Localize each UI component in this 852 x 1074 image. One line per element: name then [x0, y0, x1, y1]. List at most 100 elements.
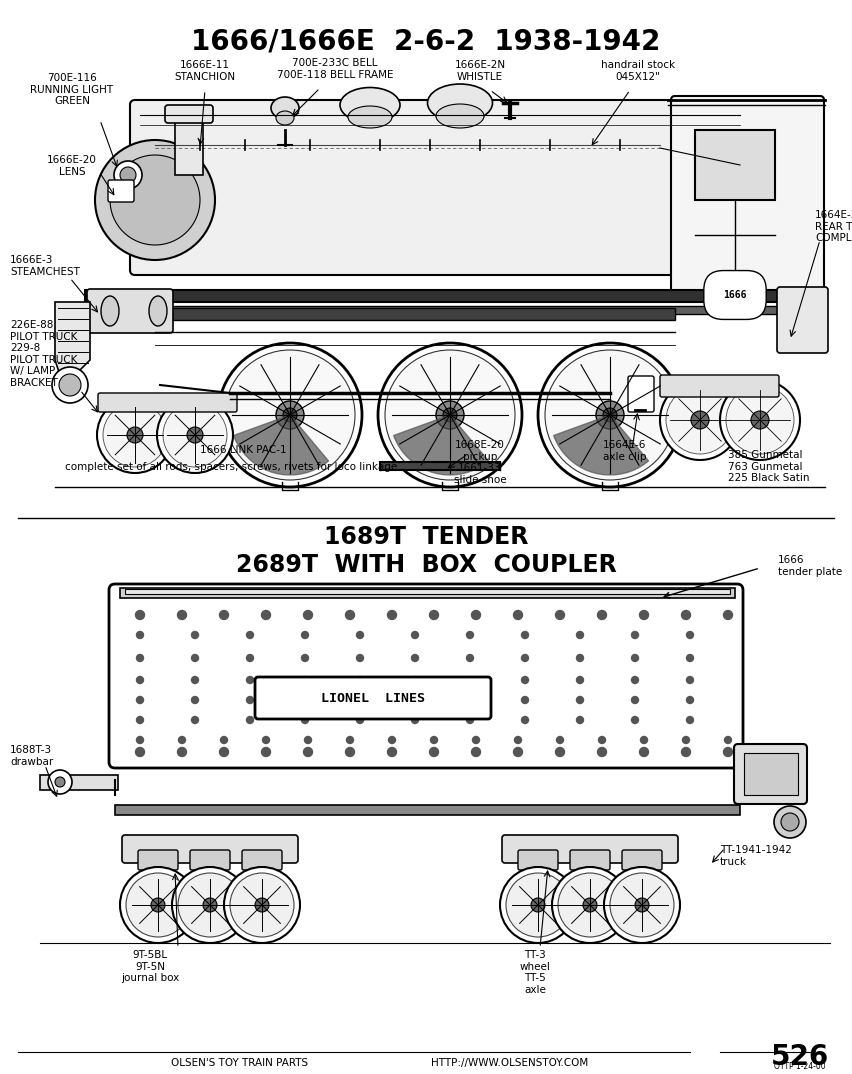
Circle shape: [220, 748, 228, 756]
Circle shape: [163, 403, 227, 467]
Circle shape: [103, 403, 167, 467]
Circle shape: [687, 654, 694, 662]
Circle shape: [598, 737, 606, 743]
Circle shape: [577, 632, 584, 639]
Ellipse shape: [348, 106, 392, 128]
Circle shape: [631, 677, 638, 683]
Text: 1666E-20
LENS: 1666E-20 LENS: [47, 155, 97, 176]
Circle shape: [430, 737, 437, 743]
Circle shape: [203, 898, 217, 912]
Circle shape: [136, 697, 143, 703]
Text: 1666: 1666: [723, 290, 746, 300]
Bar: [120, 587, 735, 598]
Circle shape: [556, 737, 563, 743]
Circle shape: [276, 401, 304, 429]
Ellipse shape: [149, 296, 167, 326]
Circle shape: [347, 737, 354, 743]
Circle shape: [136, 654, 143, 662]
Circle shape: [640, 610, 648, 620]
Circle shape: [136, 737, 143, 743]
Circle shape: [220, 610, 228, 620]
Circle shape: [302, 697, 308, 703]
Text: 1666E-3
STEAMCHEST: 1666E-3 STEAMCHEST: [10, 255, 80, 277]
Circle shape: [356, 677, 364, 683]
Circle shape: [120, 867, 196, 943]
Circle shape: [262, 748, 270, 756]
Circle shape: [126, 873, 190, 937]
Ellipse shape: [271, 97, 299, 119]
Circle shape: [515, 737, 521, 743]
Circle shape: [110, 155, 200, 245]
Text: HTTP://WWW.OLSENSTOY.COM: HTTP://WWW.OLSENSTOY.COM: [431, 1058, 589, 1068]
Circle shape: [225, 350, 355, 480]
Circle shape: [723, 610, 733, 620]
Text: 1666 LINK PAC-1: 1666 LINK PAC-1: [200, 445, 286, 455]
Circle shape: [552, 867, 628, 943]
Circle shape: [521, 716, 528, 724]
FancyBboxPatch shape: [502, 834, 678, 863]
Circle shape: [378, 343, 522, 487]
Circle shape: [412, 654, 418, 662]
Circle shape: [604, 867, 680, 943]
Polygon shape: [55, 302, 90, 375]
Circle shape: [304, 737, 312, 743]
FancyBboxPatch shape: [242, 850, 282, 870]
Circle shape: [751, 411, 769, 429]
Circle shape: [577, 716, 584, 724]
Bar: [380, 462, 500, 470]
Bar: [125, 589, 730, 594]
Circle shape: [577, 677, 584, 683]
Circle shape: [120, 166, 136, 183]
Circle shape: [724, 737, 732, 743]
Circle shape: [136, 677, 143, 683]
Text: 385 Gunmetal
763 Gunmetal
225 Black Satin: 385 Gunmetal 763 Gunmetal 225 Black Sati…: [728, 450, 809, 483]
Circle shape: [641, 737, 648, 743]
Circle shape: [412, 697, 418, 703]
Circle shape: [521, 677, 528, 683]
Circle shape: [660, 380, 740, 460]
Circle shape: [303, 748, 313, 756]
Text: TT-1941-1942
truck: TT-1941-1942 truck: [720, 845, 792, 867]
Circle shape: [356, 716, 364, 724]
Circle shape: [723, 748, 733, 756]
Circle shape: [640, 748, 648, 756]
FancyBboxPatch shape: [122, 834, 298, 863]
Circle shape: [412, 716, 418, 724]
Text: 226E-88
PILOT TRUCK
229-8
PILOT TRUCK
W/ LAMP
BRACKET: 226E-88 PILOT TRUCK 229-8 PILOT TRUCK W/…: [10, 320, 78, 388]
Circle shape: [500, 867, 576, 943]
Circle shape: [436, 401, 464, 429]
Circle shape: [412, 632, 418, 639]
Circle shape: [192, 716, 199, 724]
FancyBboxPatch shape: [109, 584, 743, 768]
Circle shape: [246, 716, 254, 724]
Circle shape: [631, 632, 638, 639]
Circle shape: [283, 408, 297, 422]
Circle shape: [781, 813, 799, 831]
Circle shape: [302, 632, 308, 639]
Circle shape: [558, 873, 622, 937]
Circle shape: [388, 610, 396, 620]
Circle shape: [467, 716, 474, 724]
Circle shape: [356, 697, 364, 703]
Text: 1668E-20
pickup
1661-33
slide shoe: 1668E-20 pickup 1661-33 slide shoe: [453, 440, 506, 484]
Circle shape: [59, 374, 81, 396]
Circle shape: [230, 873, 294, 937]
Circle shape: [610, 873, 674, 937]
Circle shape: [48, 770, 72, 794]
Circle shape: [224, 867, 300, 943]
Circle shape: [302, 677, 308, 683]
Circle shape: [443, 408, 457, 422]
Bar: [155, 308, 675, 320]
Circle shape: [246, 654, 254, 662]
Polygon shape: [233, 415, 329, 475]
Text: 9T-5BL
9T-5N
journal box: 9T-5BL 9T-5N journal box: [121, 950, 179, 983]
FancyBboxPatch shape: [165, 105, 213, 124]
Ellipse shape: [436, 104, 484, 128]
Circle shape: [603, 408, 617, 422]
Circle shape: [52, 367, 88, 403]
Circle shape: [388, 748, 396, 756]
Polygon shape: [394, 415, 488, 475]
Circle shape: [467, 654, 474, 662]
Circle shape: [687, 632, 694, 639]
Circle shape: [556, 748, 565, 756]
